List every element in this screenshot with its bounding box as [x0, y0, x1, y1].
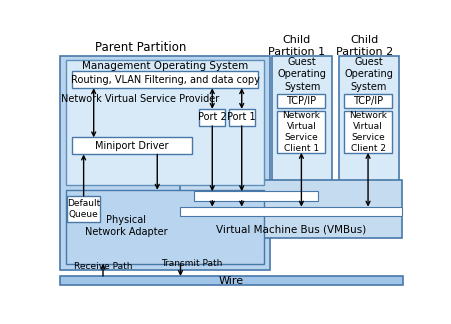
FancyBboxPatch shape [180, 180, 401, 238]
FancyBboxPatch shape [66, 190, 264, 264]
FancyBboxPatch shape [277, 111, 325, 153]
FancyBboxPatch shape [228, 109, 254, 126]
FancyBboxPatch shape [272, 56, 331, 202]
Text: Guest
Operating
System: Guest Operating System [277, 57, 326, 92]
Text: Port 1: Port 1 [227, 112, 255, 122]
FancyBboxPatch shape [277, 94, 325, 108]
Text: Management Operating System: Management Operating System [82, 61, 248, 71]
Text: Receive Path: Receive Path [74, 262, 132, 271]
Text: Network
Virtual
Service
Client 1: Network Virtual Service Client 1 [282, 111, 320, 153]
Text: Child
Partition 2: Child Partition 2 [335, 35, 392, 57]
Text: Network
Virtual
Service
Client 2: Network Virtual Service Client 2 [348, 111, 386, 153]
Text: Wire: Wire [219, 276, 244, 286]
FancyBboxPatch shape [180, 207, 401, 216]
FancyBboxPatch shape [343, 111, 391, 153]
Text: Default
Queue: Default Queue [67, 199, 100, 219]
Text: Physical
Network Adapter: Physical Network Adapter [85, 215, 167, 237]
Text: Virtual Machine Bus (VMBus): Virtual Machine Bus (VMBus) [216, 225, 366, 235]
Text: TCP/IP: TCP/IP [285, 96, 316, 106]
FancyBboxPatch shape [338, 56, 398, 202]
FancyBboxPatch shape [198, 109, 225, 126]
Text: Routing, VLAN Filtering, and data copy: Routing, VLAN Filtering, and data copy [70, 75, 259, 85]
FancyBboxPatch shape [60, 276, 402, 285]
Text: Port 2: Port 2 [198, 112, 226, 122]
Text: Transmit Path: Transmit Path [160, 259, 221, 268]
Text: Miniport Driver: Miniport Driver [95, 141, 168, 151]
FancyBboxPatch shape [66, 61, 264, 185]
Text: Guest
Operating
System: Guest Operating System [344, 57, 392, 92]
FancyBboxPatch shape [194, 191, 318, 201]
Text: Parent Partition: Parent Partition [94, 41, 185, 54]
Text: TCP/IP: TCP/IP [352, 96, 382, 106]
Text: Network Virtual Service Provider: Network Virtual Service Provider [61, 94, 219, 104]
FancyBboxPatch shape [72, 137, 192, 154]
Text: Child
Partition 1: Child Partition 1 [267, 35, 325, 57]
FancyBboxPatch shape [67, 196, 100, 222]
FancyBboxPatch shape [72, 71, 258, 88]
FancyBboxPatch shape [60, 56, 269, 270]
FancyBboxPatch shape [343, 94, 391, 108]
